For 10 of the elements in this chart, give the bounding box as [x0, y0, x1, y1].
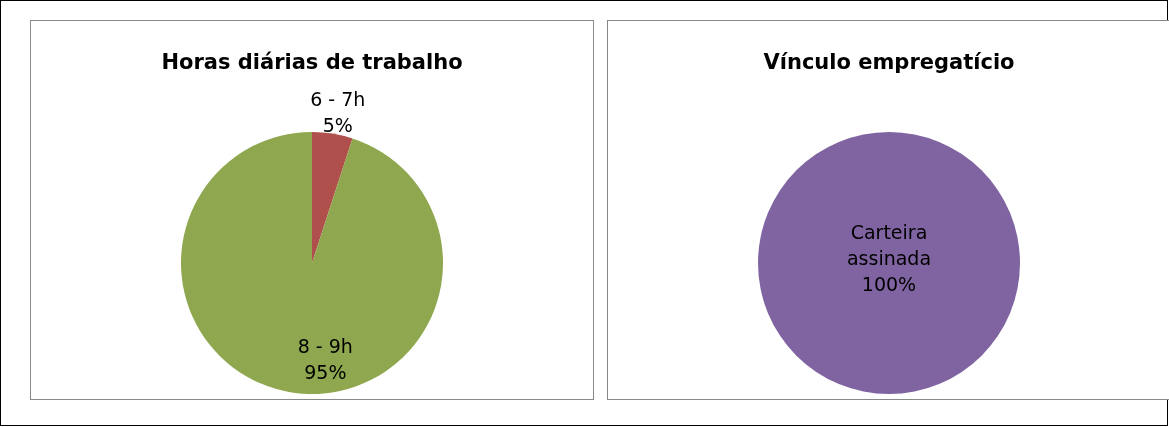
- data-label: 100%: [861, 273, 917, 295]
- data-label: 95%: [304, 361, 347, 384]
- pie-slice: [181, 132, 443, 394]
- slice-label: 8 - 9h: [297, 335, 353, 358]
- pie-slice: [312, 132, 353, 263]
- chart-title: Horas diárias de trabalho: [161, 50, 463, 74]
- slice-label: 6 - 7h: [310, 88, 366, 111]
- slice-label: Carteira assinada: [846, 221, 932, 269]
- data-label: 5%: [322, 114, 353, 137]
- chart-title: Vínculo empregatício: [763, 50, 1015, 74]
